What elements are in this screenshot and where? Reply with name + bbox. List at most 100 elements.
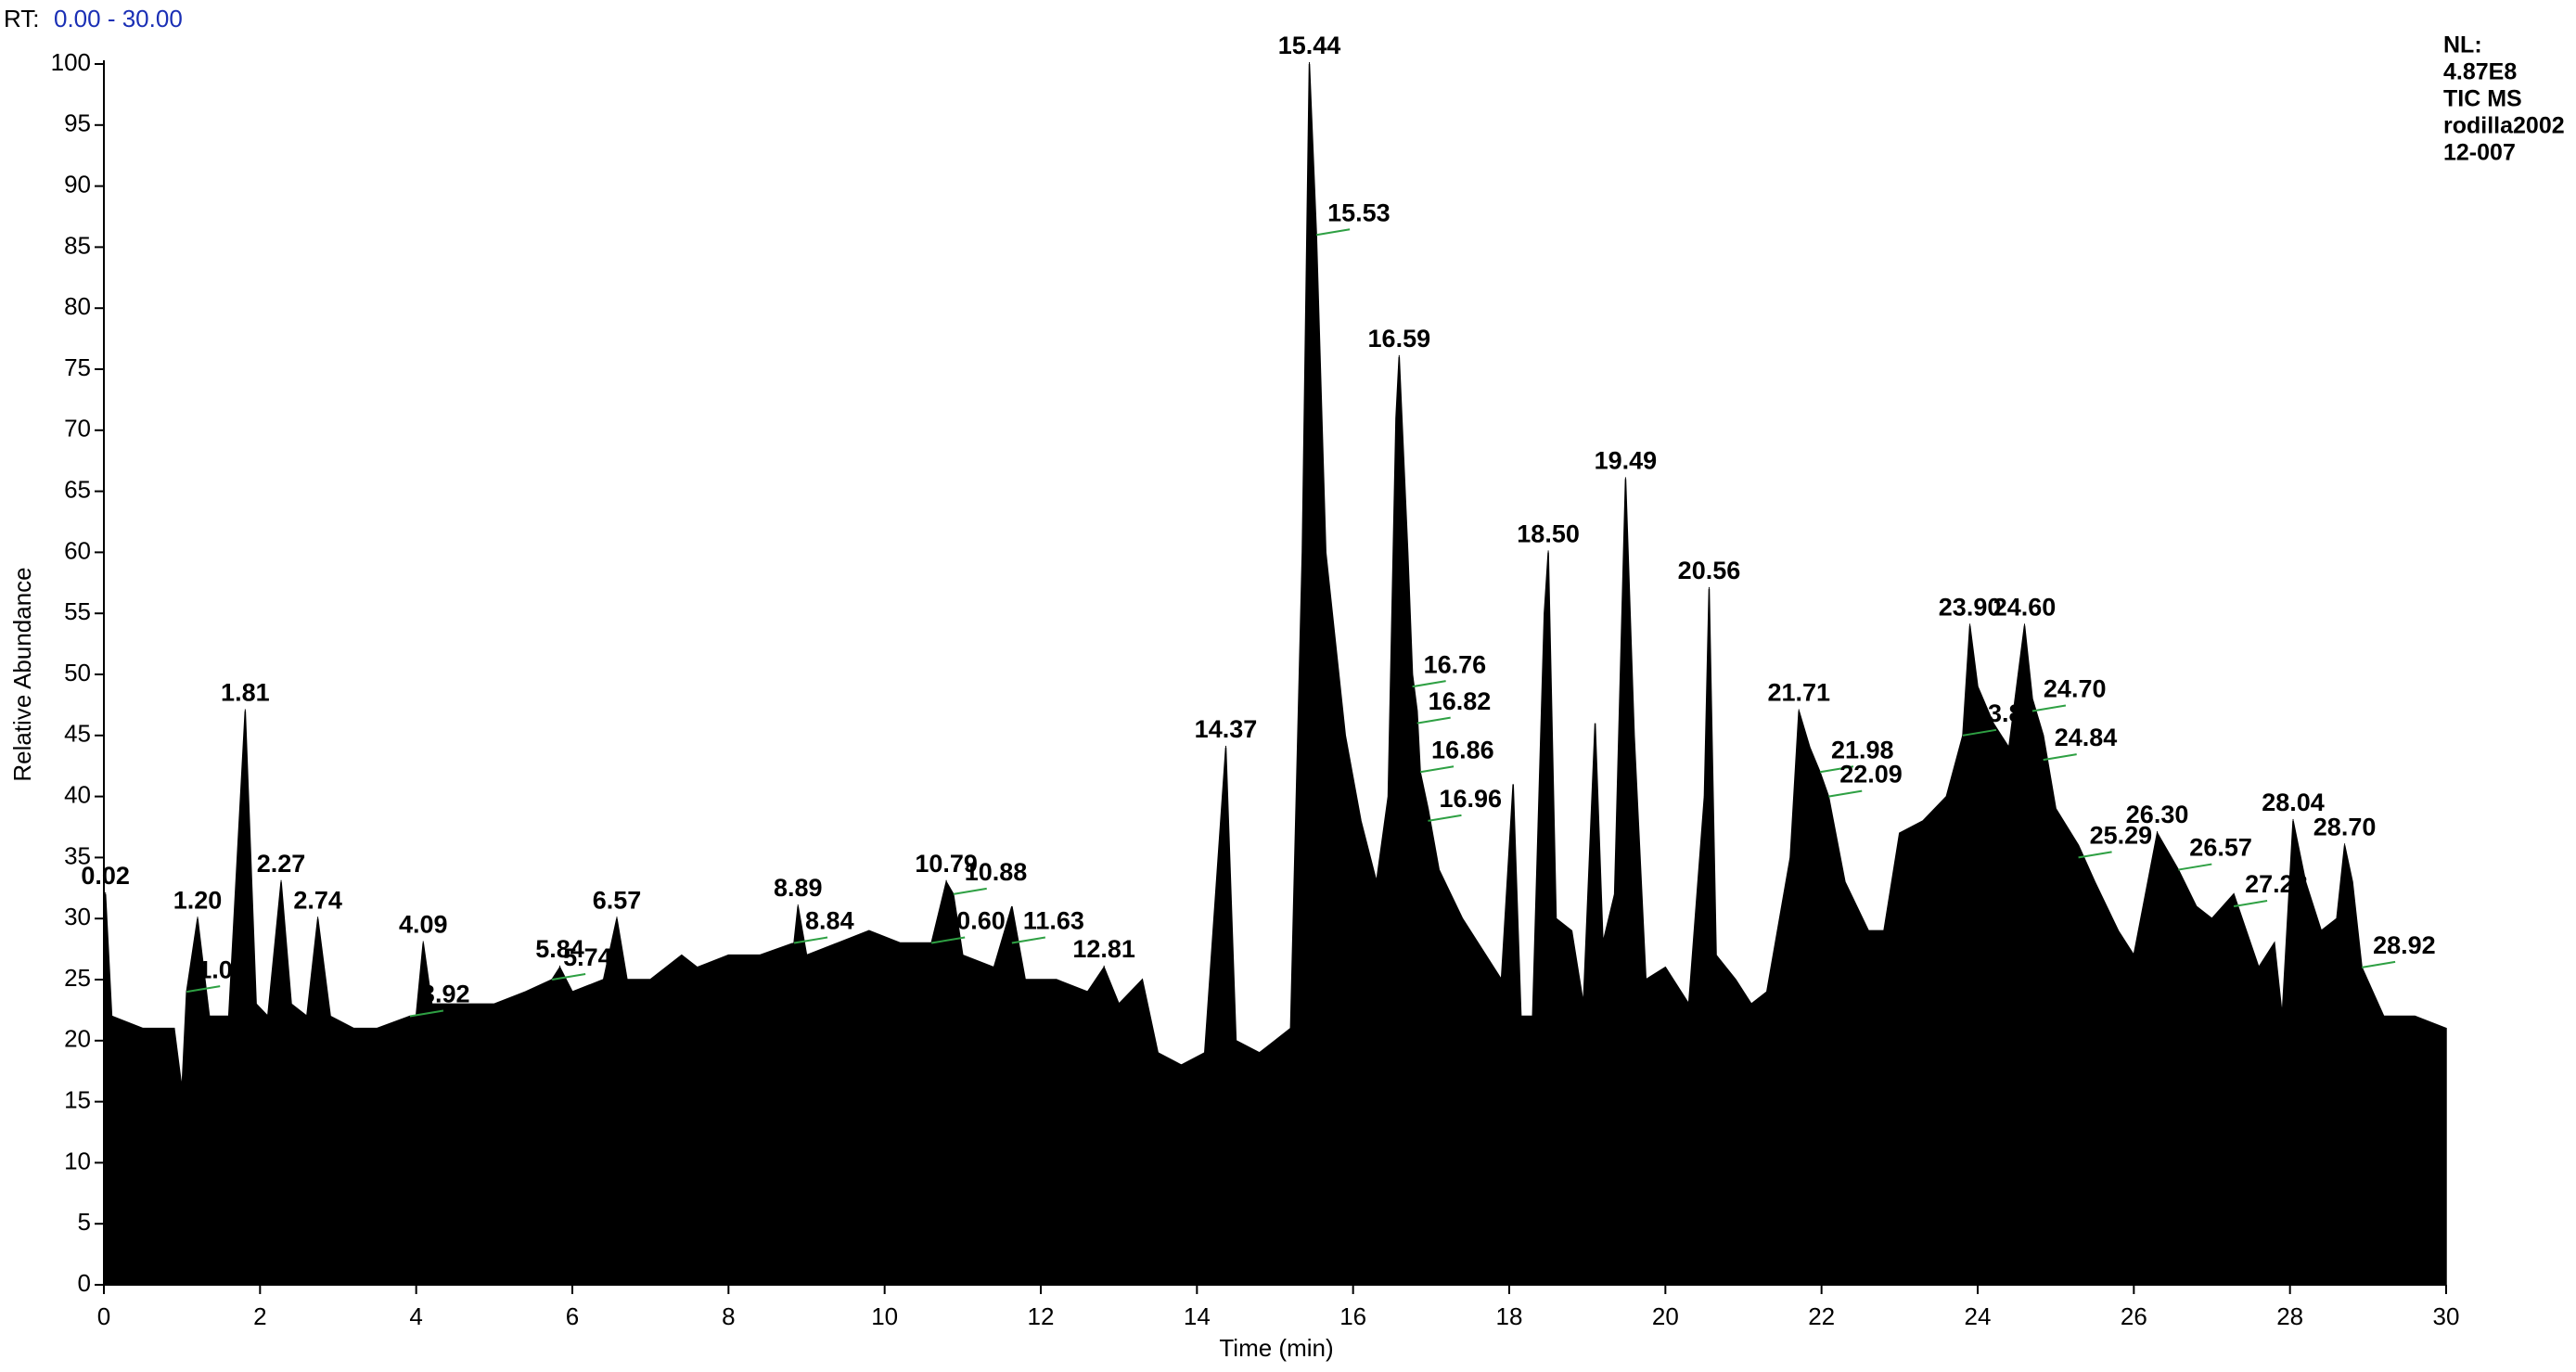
y-tick-label: 40 xyxy=(64,780,91,808)
peak-marker xyxy=(793,936,828,944)
info-line: 12-007 xyxy=(2443,140,2516,166)
peak-label: 23.81 xyxy=(1974,699,2037,727)
x-axis-label: Time (min) xyxy=(1219,1334,1333,1362)
peak-label: 28.70 xyxy=(2313,813,2377,840)
trace-area xyxy=(103,63,2447,1286)
peak-marker xyxy=(2361,960,2396,968)
y-tick-label: 65 xyxy=(64,475,91,503)
peak-marker xyxy=(1962,728,1997,737)
peak-label: 16.76 xyxy=(1424,650,1487,678)
peak-marker xyxy=(551,973,586,981)
peak-label: 27.28 xyxy=(2245,870,2308,898)
peak-marker xyxy=(2178,863,2212,871)
peak-label: 12.81 xyxy=(1072,935,1135,963)
peak-label: 8.84 xyxy=(805,907,854,935)
peak-label: 10.79 xyxy=(915,850,978,878)
x-tick-label: 4 xyxy=(409,1302,422,1330)
peak-label: 18.50 xyxy=(1517,520,1580,548)
y-tick-label: 10 xyxy=(64,1147,91,1174)
x-tick-label: 14 xyxy=(1184,1302,1211,1330)
x-tick-label: 12 xyxy=(1028,1302,1055,1330)
peak-label: 22.09 xyxy=(1839,761,1903,789)
x-tick-label: 6 xyxy=(566,1302,579,1330)
y-tick-label: 85 xyxy=(64,231,91,259)
peak-label: 1.20 xyxy=(173,886,223,914)
x-tick-label: 2 xyxy=(253,1302,266,1330)
y-tick-label: 50 xyxy=(64,659,91,686)
peak-marker xyxy=(186,985,221,994)
peak-label: 14.37 xyxy=(1195,715,1258,743)
y-tick-label: 25 xyxy=(64,964,91,992)
y-tick-label: 45 xyxy=(64,720,91,748)
peak-label: 24.70 xyxy=(2044,675,2107,703)
x-tick-label: 28 xyxy=(2276,1302,2303,1330)
x-tick-label: 30 xyxy=(2433,1302,2460,1330)
peak-marker xyxy=(1828,789,1863,798)
peak-marker xyxy=(1428,814,1462,822)
peak-label: 1.06 xyxy=(198,955,247,983)
peak-label: 16.59 xyxy=(1368,325,1431,353)
peak-marker xyxy=(2031,704,2067,712)
y-tick-label: 90 xyxy=(64,170,91,198)
y-tick-label: 100 xyxy=(51,48,91,76)
x-tick-label: 22 xyxy=(1808,1302,1835,1330)
range-label: RT: xyxy=(4,5,40,32)
peak-label: 20.56 xyxy=(1678,557,1741,584)
y-tick-label: 75 xyxy=(64,353,91,381)
peak-label: 8.89 xyxy=(774,874,823,902)
x-tick-label: 0 xyxy=(97,1302,110,1330)
peak-label: 4.09 xyxy=(399,911,448,939)
y-tick-label: 70 xyxy=(64,415,91,442)
peak-marker xyxy=(2078,851,2112,859)
peak-label: 2.74 xyxy=(293,886,342,914)
peak-marker xyxy=(1412,680,1446,688)
y-tick-label: 20 xyxy=(64,1025,91,1053)
peak-label: 16.82 xyxy=(1429,687,1492,715)
peak-label: 10.60 xyxy=(942,907,1006,935)
y-tick-label: 60 xyxy=(64,536,91,564)
y-tick-label: 5 xyxy=(78,1208,91,1236)
peak-label: 10.88 xyxy=(965,858,1028,886)
peak-label: 25.29 xyxy=(2090,822,2153,850)
y-tick-label: 0 xyxy=(78,1269,91,1297)
peak-label: 5.84 xyxy=(535,935,584,963)
peak-label: 16.86 xyxy=(1431,736,1494,763)
peak-marker xyxy=(1011,936,1046,944)
y-tick-label: 30 xyxy=(64,903,91,930)
peak-label: 26.30 xyxy=(2126,801,2189,828)
y-tick-label: 55 xyxy=(64,597,91,625)
info-line: TIC MS xyxy=(2443,86,2522,112)
info-line: rodilla2002 xyxy=(2443,113,2565,139)
peak-label: 28.04 xyxy=(2262,789,2325,816)
peak-label: 6.57 xyxy=(593,886,642,914)
peak-marker xyxy=(953,887,987,895)
peak-label: 3.92 xyxy=(421,981,470,1008)
peak-marker xyxy=(1315,228,1351,237)
peak-label: 19.49 xyxy=(1595,447,1658,475)
info-line: NL: xyxy=(2443,32,2482,58)
peak-label: 0.02 xyxy=(81,862,130,890)
x-tick-label: 18 xyxy=(1496,1302,1523,1330)
x-tick-label: 16 xyxy=(1339,1302,1366,1330)
y-tick-label: 35 xyxy=(64,841,91,869)
x-tick-label: 10 xyxy=(871,1302,898,1330)
info-line: 4.87E8 xyxy=(2443,59,2517,85)
peak-label: 1.81 xyxy=(221,679,270,707)
peak-label: 26.57 xyxy=(2189,834,2252,862)
y-tick-label: 95 xyxy=(64,109,91,137)
y-tick-label: 15 xyxy=(64,1085,91,1113)
peak-marker xyxy=(409,1009,444,1018)
y-axis-label: Relative Abundance xyxy=(8,567,36,781)
y-tick-label: 80 xyxy=(64,292,91,320)
x-tick-label: 20 xyxy=(1652,1302,1679,1330)
peak-label: 16.96 xyxy=(1439,785,1502,813)
peak-label: 24.60 xyxy=(1993,593,2057,621)
peak-label: 21.71 xyxy=(1767,679,1830,707)
peak-label: 2.27 xyxy=(257,850,306,878)
peak-label: 28.92 xyxy=(2373,931,2436,959)
peak-marker xyxy=(2233,900,2268,908)
peak-marker xyxy=(1419,765,1455,774)
peak-marker xyxy=(2043,753,2077,762)
x-tick-label: 8 xyxy=(722,1302,735,1330)
peak-label: 23.90 xyxy=(1939,593,2002,621)
